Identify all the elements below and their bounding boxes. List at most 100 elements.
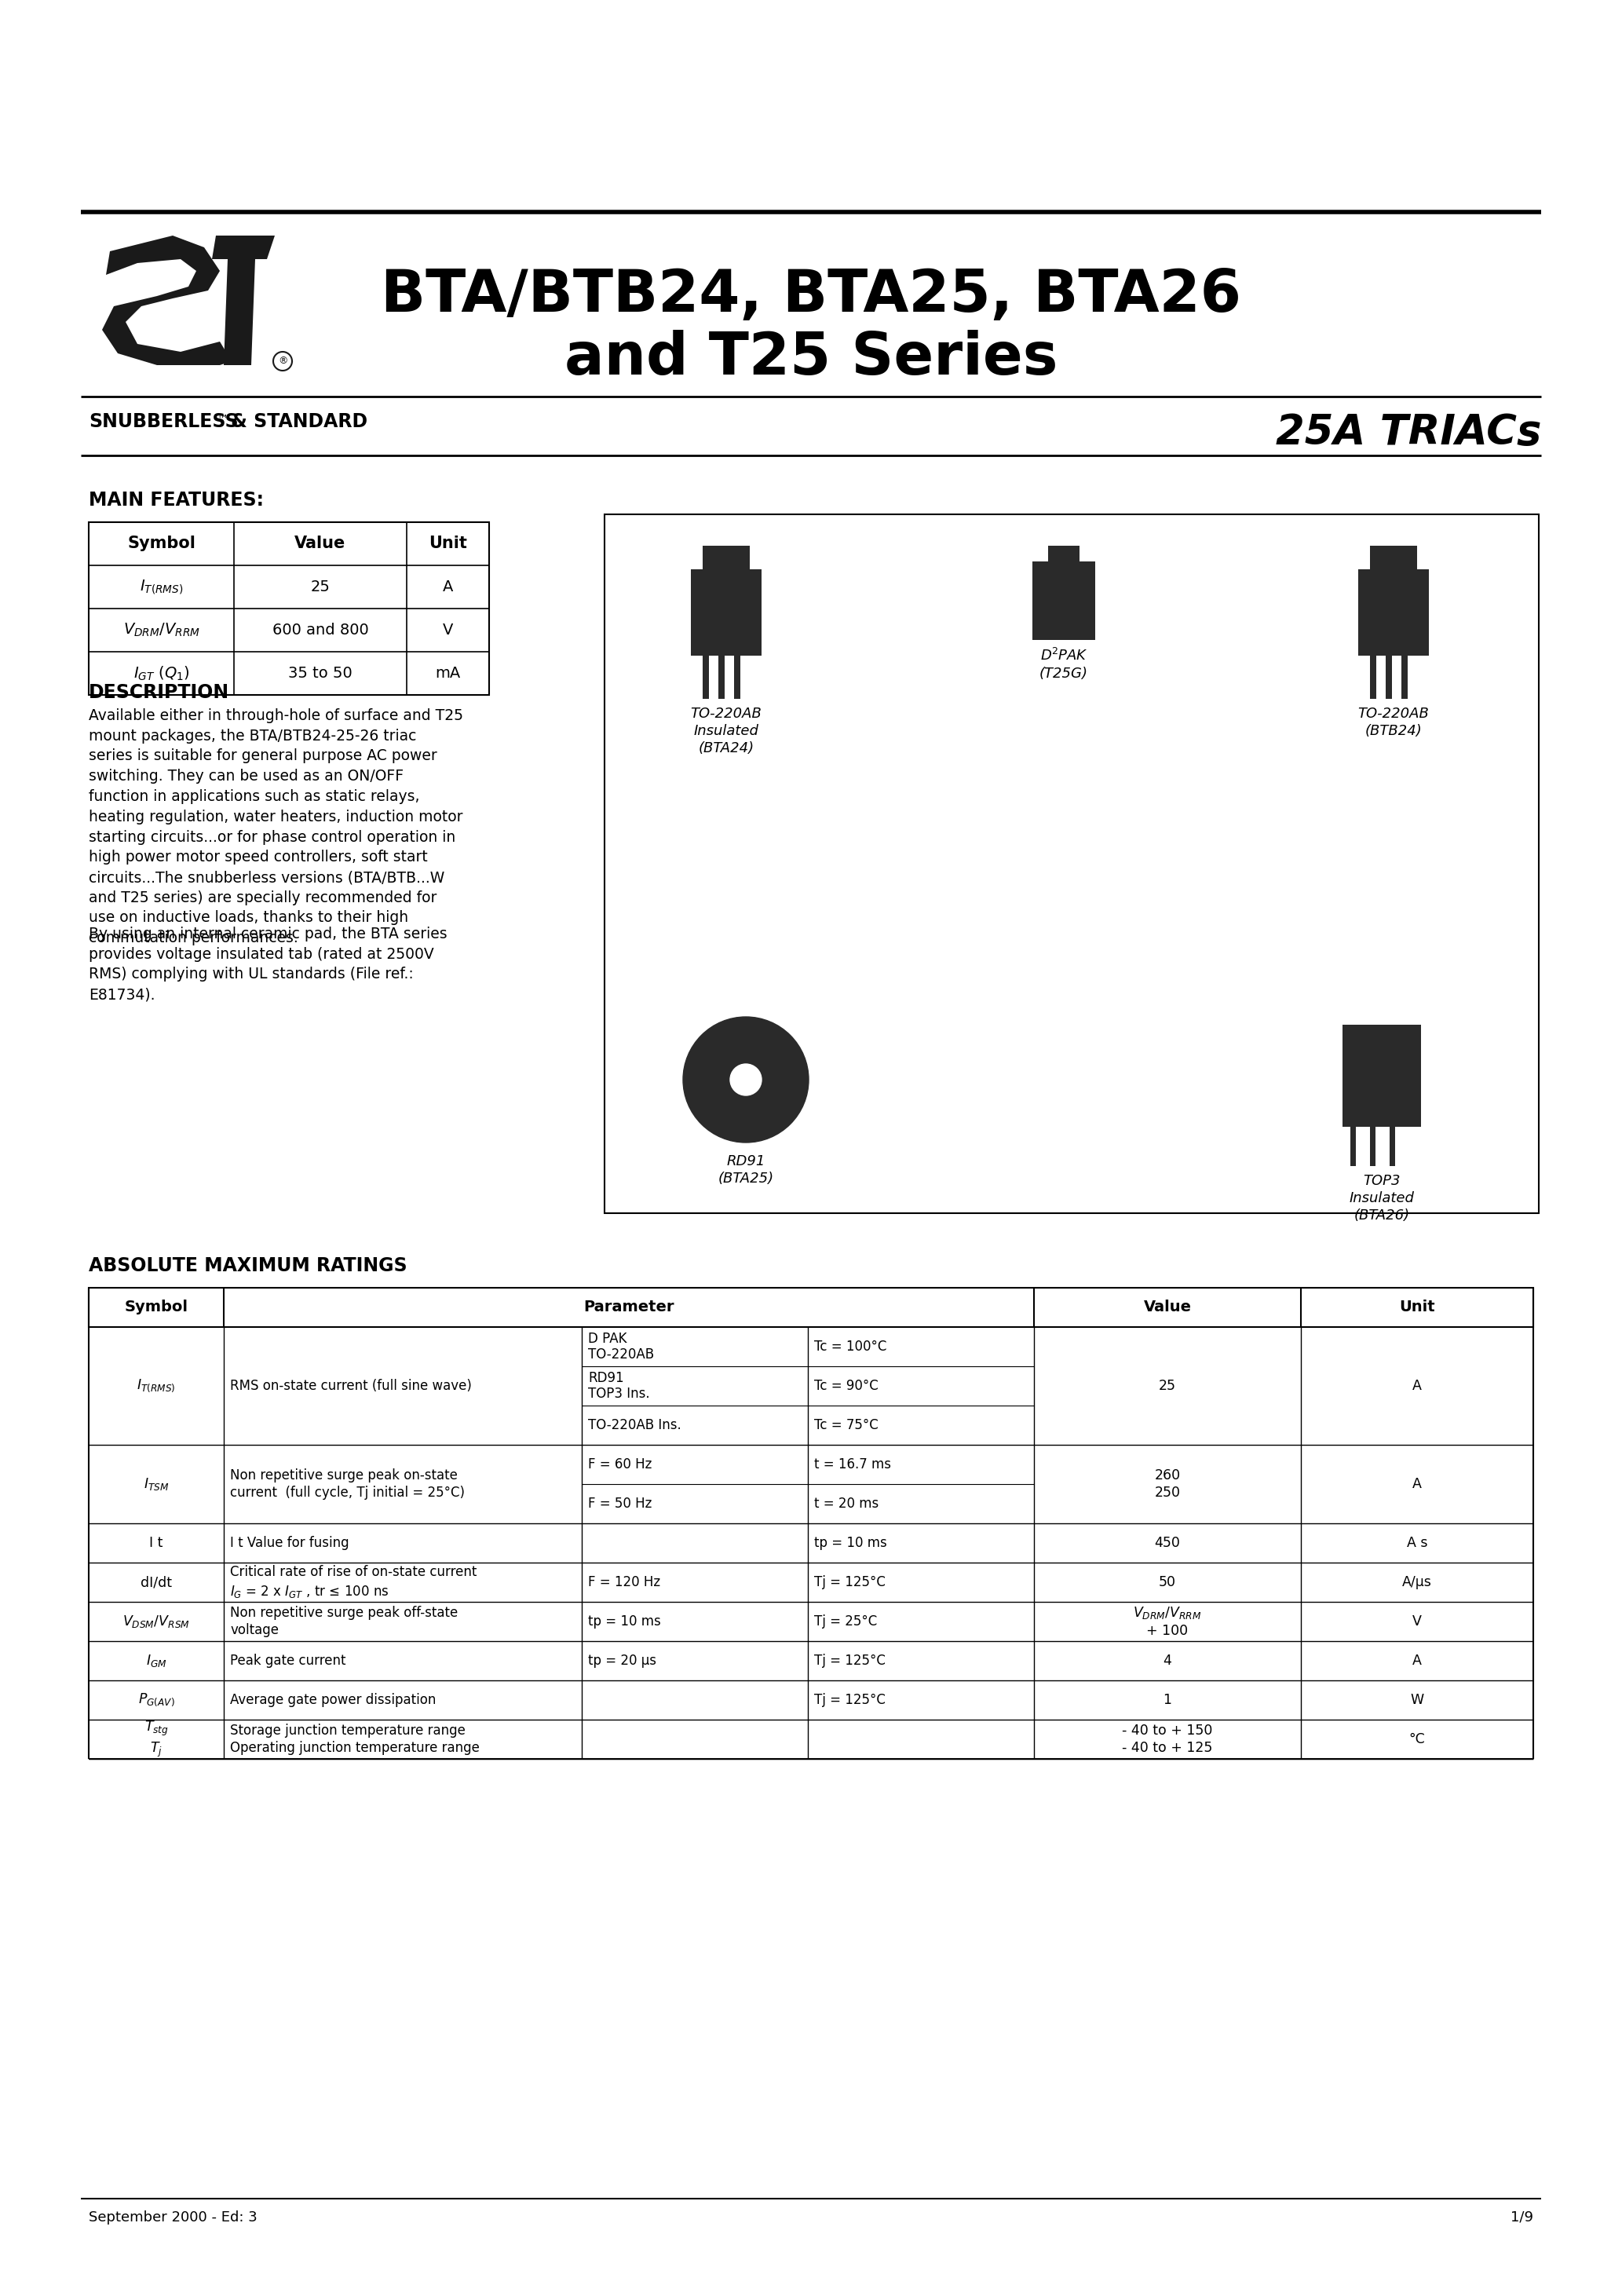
Text: Tj = 125°C: Tj = 125°C bbox=[814, 1653, 886, 1667]
Bar bbox=[702, 546, 749, 574]
Text: 25: 25 bbox=[310, 579, 331, 595]
Text: $I_{TSM}$: $I_{TSM}$ bbox=[143, 1476, 169, 1492]
Text: t = 20 ms: t = 20 ms bbox=[814, 1497, 879, 1511]
Text: $V_{DRM}/V_{RRM}$: $V_{DRM}/V_{RRM}$ bbox=[123, 622, 200, 638]
Text: W: W bbox=[1411, 1692, 1424, 1708]
Text: Symbol: Symbol bbox=[127, 535, 195, 551]
Text: dI/dt: dI/dt bbox=[141, 1575, 172, 1589]
Text: V: V bbox=[1413, 1614, 1422, 1628]
Text: ®: ® bbox=[277, 356, 287, 367]
Bar bbox=[605, 514, 1539, 1212]
Text: Unit: Unit bbox=[1400, 1300, 1435, 1316]
Bar bbox=[89, 1288, 1533, 1327]
Text: $I_{GT}$ $(Q_1)$: $I_{GT}$ $(Q_1)$ bbox=[133, 664, 190, 682]
Text: A: A bbox=[443, 579, 453, 595]
Bar bbox=[702, 657, 709, 698]
Text: Value: Value bbox=[1144, 1300, 1192, 1316]
Text: Non repetitive surge peak on-state
current  (full cycle, Tj initial = 25°C): Non repetitive surge peak on-state curre… bbox=[230, 1467, 466, 1499]
Text: By using an internal ceramic pad, the BTA series
provides voltage insulated tab : By using an internal ceramic pad, the BT… bbox=[89, 928, 448, 1001]
Text: SNUBBERLESS: SNUBBERLESS bbox=[89, 413, 238, 432]
Text: 4: 4 bbox=[1163, 1653, 1171, 1667]
Text: BTA/BTB24, BTA25, BTA26: BTA/BTB24, BTA25, BTA26 bbox=[381, 266, 1241, 324]
Text: F = 60 Hz: F = 60 Hz bbox=[589, 1458, 652, 1472]
Text: tp = 10 ms: tp = 10 ms bbox=[589, 1614, 660, 1628]
Text: 600 and 800: 600 and 800 bbox=[272, 622, 368, 638]
Text: D PAK
TO-220AB: D PAK TO-220AB bbox=[589, 1332, 654, 1362]
Text: I t: I t bbox=[149, 1536, 164, 1550]
Text: 25A TRIACs: 25A TRIACs bbox=[1275, 413, 1541, 452]
Text: A: A bbox=[1413, 1380, 1422, 1394]
Text: RD91
(BTA25): RD91 (BTA25) bbox=[719, 1155, 774, 1185]
Text: °C: °C bbox=[1410, 1731, 1426, 1747]
Text: and T25 Series: and T25 Series bbox=[564, 331, 1058, 388]
Text: $I_{T(RMS)}$: $I_{T(RMS)}$ bbox=[139, 579, 183, 595]
Text: tp = 10 ms: tp = 10 ms bbox=[814, 1536, 887, 1550]
Text: ™: ™ bbox=[217, 413, 229, 425]
Text: $P_{G(AV)}$: $P_{G(AV)}$ bbox=[138, 1692, 175, 1708]
Text: Critical rate of rise of on-state current
$I_G$ = 2 x $I_{GT}$ , tr ≤ 100 ns: Critical rate of rise of on-state curren… bbox=[230, 1566, 477, 1600]
Text: Tj = 125°C: Tj = 125°C bbox=[814, 1692, 886, 1708]
Polygon shape bbox=[102, 236, 232, 365]
Text: RMS on-state current (full sine wave): RMS on-state current (full sine wave) bbox=[230, 1380, 472, 1394]
Text: 50: 50 bbox=[1158, 1575, 1176, 1589]
Text: Value: Value bbox=[295, 535, 345, 551]
Text: Tc = 75°C: Tc = 75°C bbox=[814, 1419, 879, 1433]
Bar bbox=[1371, 657, 1375, 698]
Polygon shape bbox=[212, 236, 274, 365]
Bar bbox=[719, 657, 725, 698]
Circle shape bbox=[730, 1063, 762, 1095]
Text: D$^2$PAK
(T25G): D$^2$PAK (T25G) bbox=[1040, 647, 1088, 682]
Bar bbox=[691, 569, 762, 657]
Text: September 2000 - Ed: 3: September 2000 - Ed: 3 bbox=[89, 2211, 258, 2225]
Text: 450: 450 bbox=[1155, 1536, 1181, 1550]
Text: Tc = 90°C: Tc = 90°C bbox=[814, 1380, 879, 1394]
Text: Tj = 25°C: Tj = 25°C bbox=[814, 1614, 878, 1628]
Bar bbox=[1401, 657, 1408, 698]
Text: Tj = 125°C: Tj = 125°C bbox=[814, 1575, 886, 1589]
Text: mA: mA bbox=[435, 666, 461, 682]
Bar bbox=[735, 657, 740, 698]
Text: 25: 25 bbox=[1158, 1380, 1176, 1394]
Text: ABSOLUTE MAXIMUM RATINGS: ABSOLUTE MAXIMUM RATINGS bbox=[89, 1256, 407, 1274]
Text: RD91
TOP3 Ins.: RD91 TOP3 Ins. bbox=[589, 1371, 650, 1401]
Text: 260
250: 260 250 bbox=[1155, 1467, 1181, 1499]
Text: $V_{DRM}/V_{RRM}$
+ 100: $V_{DRM}/V_{RRM}$ + 100 bbox=[1134, 1605, 1202, 1639]
Text: A: A bbox=[1413, 1653, 1422, 1667]
Text: TO-220AB
(BTB24): TO-220AB (BTB24) bbox=[1358, 707, 1429, 739]
Text: I t Value for fusing: I t Value for fusing bbox=[230, 1536, 349, 1550]
Bar bbox=[1385, 657, 1392, 698]
Text: Storage junction temperature range
Operating junction temperature range: Storage junction temperature range Opera… bbox=[230, 1724, 480, 1756]
Text: Non repetitive surge peak off-state
voltage: Non repetitive surge peak off-state volt… bbox=[230, 1605, 457, 1637]
Text: MAIN FEATURES:: MAIN FEATURES: bbox=[89, 491, 264, 510]
Text: TO-220AB
Insulated
(BTA24): TO-220AB Insulated (BTA24) bbox=[691, 707, 762, 755]
Bar bbox=[1371, 1127, 1375, 1166]
Text: & STANDARD: & STANDARD bbox=[224, 413, 368, 432]
Text: t = 16.7 ms: t = 16.7 ms bbox=[814, 1458, 890, 1472]
Text: Peak gate current: Peak gate current bbox=[230, 1653, 345, 1667]
Circle shape bbox=[683, 1017, 809, 1143]
Text: 35 to 50: 35 to 50 bbox=[289, 666, 352, 682]
Text: Parameter: Parameter bbox=[584, 1300, 675, 1316]
Text: A s: A s bbox=[1406, 1536, 1427, 1550]
Text: F = 120 Hz: F = 120 Hz bbox=[589, 1575, 660, 1589]
Text: TO-220AB Ins.: TO-220AB Ins. bbox=[589, 1419, 681, 1433]
Text: Tc = 100°C: Tc = 100°C bbox=[814, 1339, 887, 1355]
Text: $I_{T(RMS)}$: $I_{T(RMS)}$ bbox=[136, 1378, 175, 1394]
Bar bbox=[1048, 546, 1080, 565]
Bar bbox=[1371, 546, 1418, 574]
Text: $V_{DSM}/V_{RSM}$: $V_{DSM}/V_{RSM}$ bbox=[123, 1614, 190, 1630]
Bar bbox=[1358, 569, 1429, 657]
Bar bbox=[1032, 563, 1095, 641]
Bar bbox=[89, 521, 490, 696]
Text: tp = 20 μs: tp = 20 μs bbox=[589, 1653, 657, 1667]
Text: A/μs: A/μs bbox=[1403, 1575, 1432, 1589]
Text: $I_{GM}$: $I_{GM}$ bbox=[146, 1653, 167, 1669]
Text: TOP3
Insulated
(BTA26): TOP3 Insulated (BTA26) bbox=[1350, 1173, 1414, 1224]
Bar bbox=[1351, 1127, 1356, 1166]
Text: Symbol: Symbol bbox=[125, 1300, 188, 1316]
Bar bbox=[1343, 1024, 1421, 1127]
Text: V: V bbox=[443, 622, 453, 638]
Text: Unit: Unit bbox=[428, 535, 467, 551]
Text: A: A bbox=[1413, 1476, 1422, 1490]
Text: Available either in through-hole of surface and T25
mount packages, the BTA/BTB2: Available either in through-hole of surf… bbox=[89, 707, 464, 946]
